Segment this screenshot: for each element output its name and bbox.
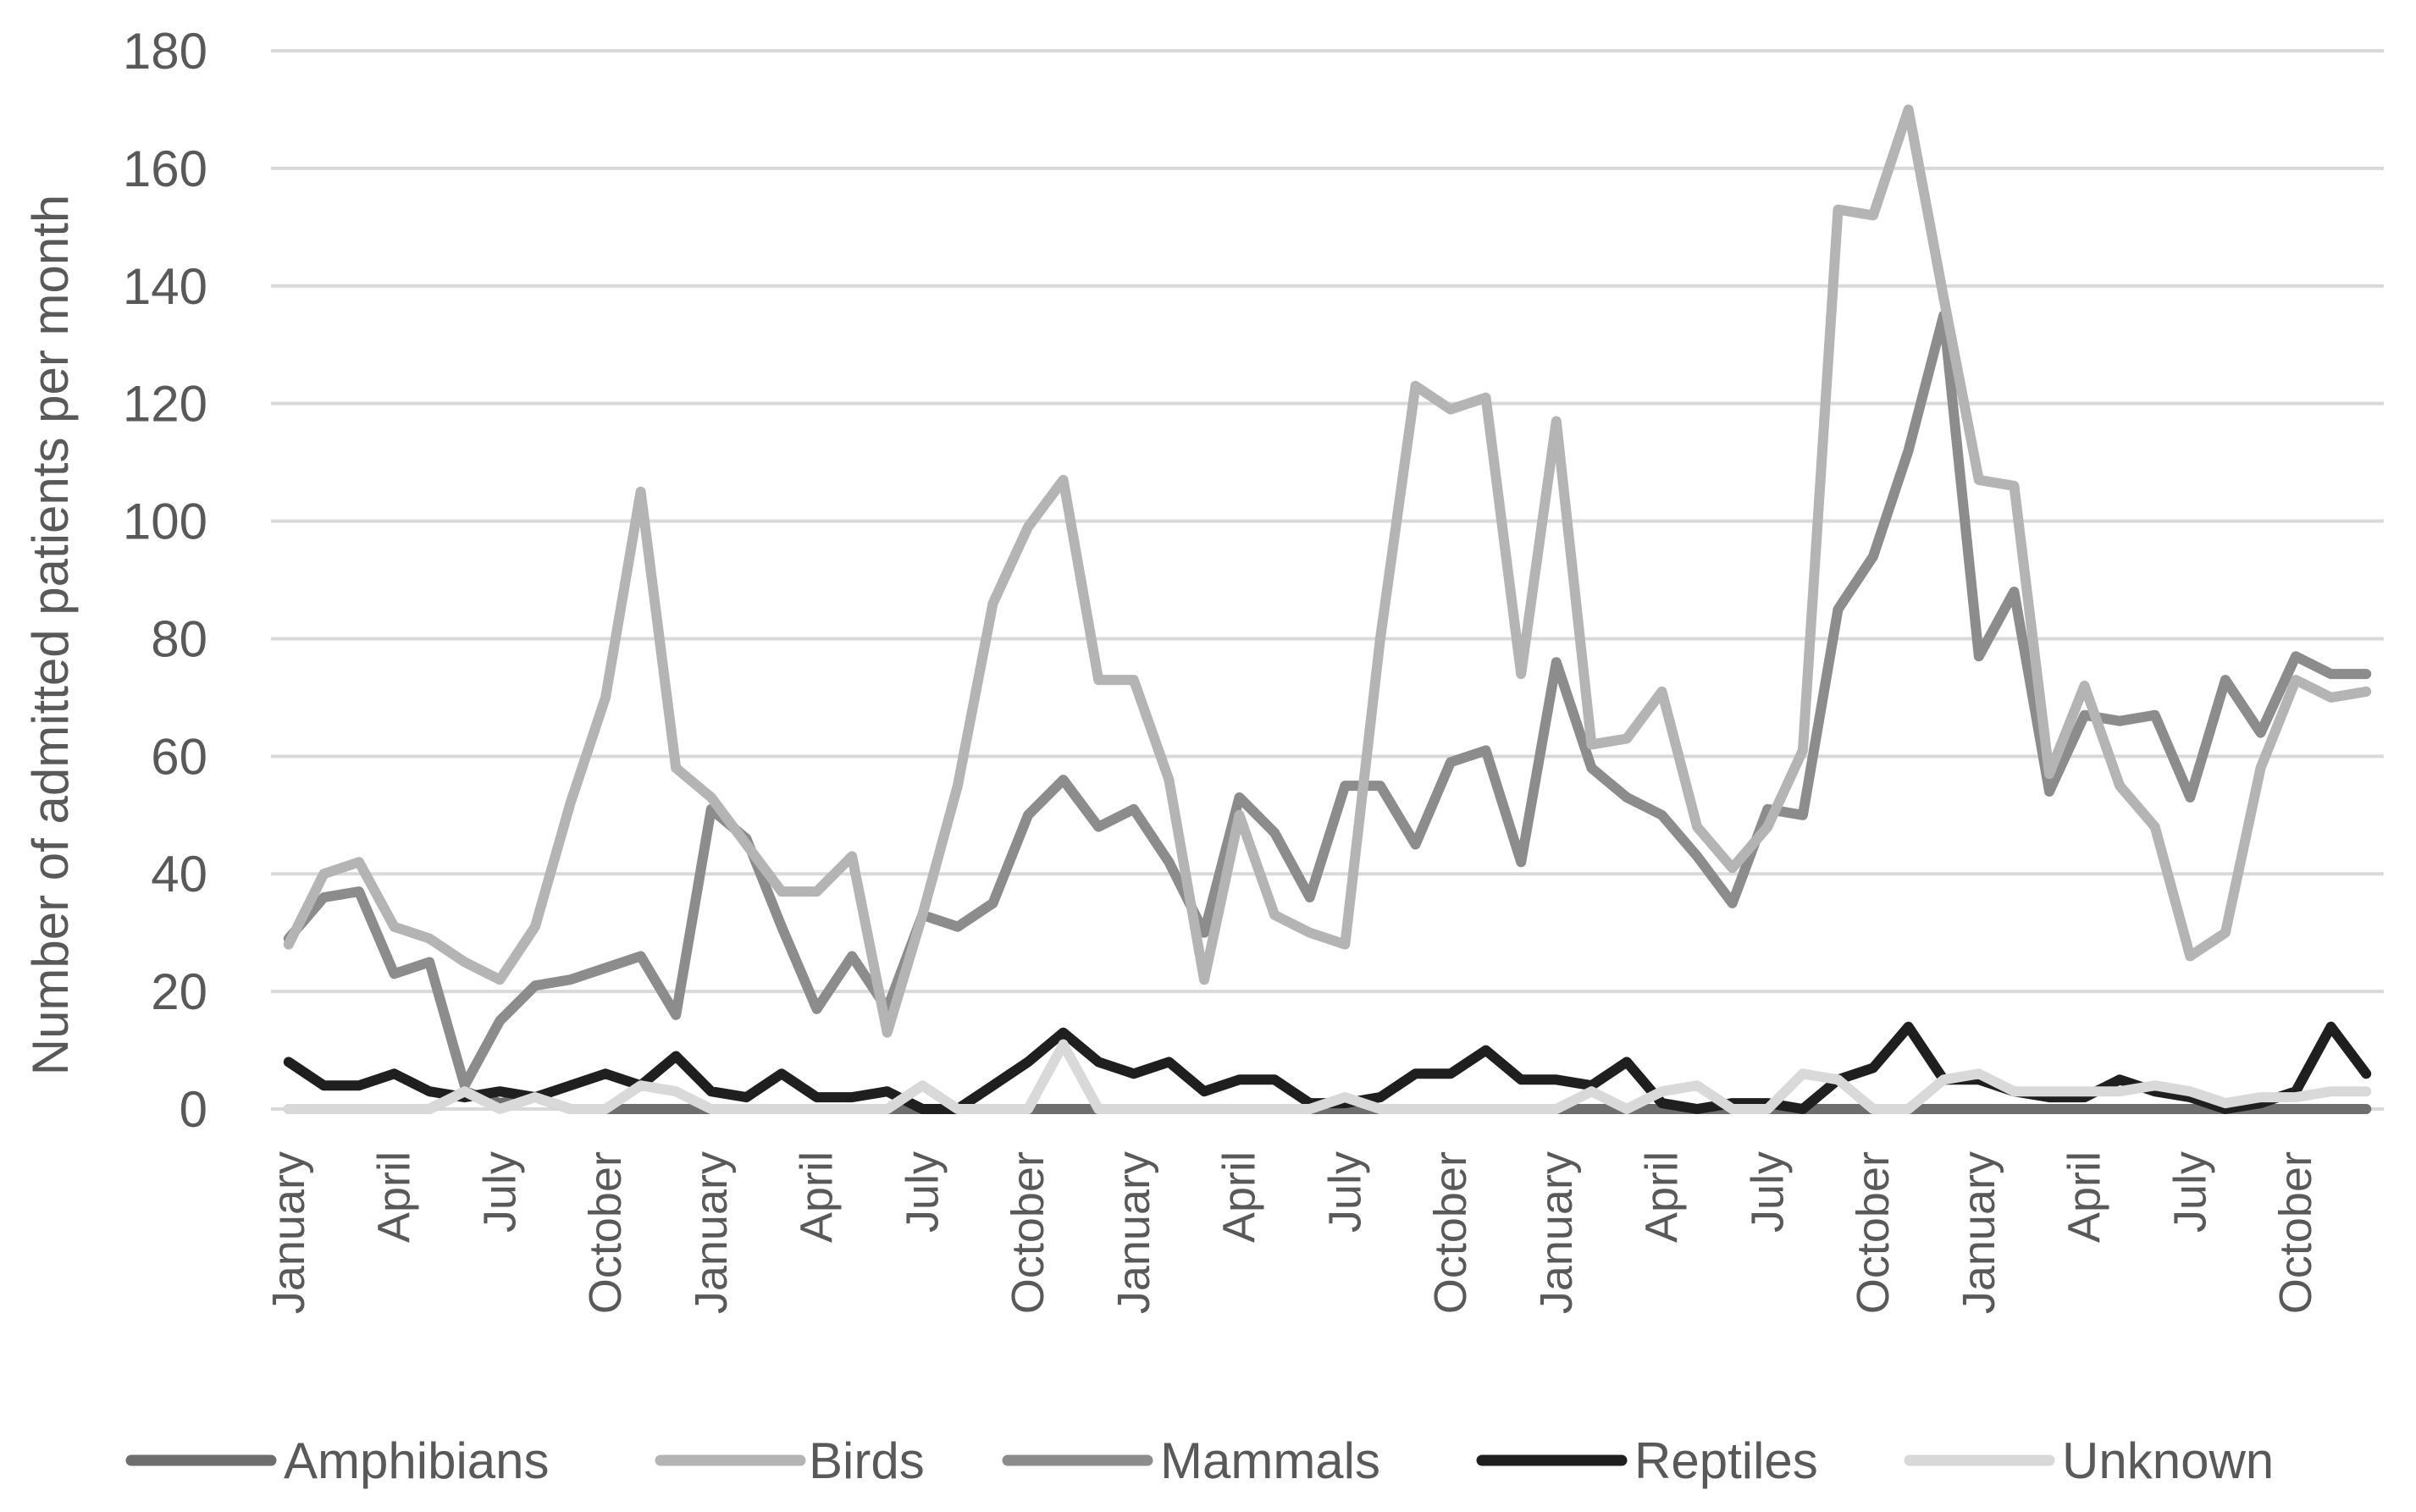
- series-line-reptiles: [283, 1021, 2372, 1114]
- legend-label-birds: Birds: [809, 1432, 925, 1489]
- x-tick-label: July: [474, 1151, 525, 1233]
- x-tick-label: July: [2164, 1151, 2215, 1233]
- x-tick-label: April: [1637, 1151, 1688, 1243]
- x-tick-label: July: [1742, 1151, 1793, 1233]
- y-tick-label: 140: [123, 258, 207, 315]
- x-tick-label: January: [686, 1151, 737, 1314]
- x-tick-label: July: [1319, 1151, 1370, 1233]
- series-lines: [283, 104, 2372, 1114]
- series-line-birds: [283, 104, 2372, 1038]
- x-tick-label: January: [1531, 1151, 1582, 1314]
- legend-label-unknown: Unknown: [2062, 1432, 2274, 1489]
- legend-label-reptiles: Reptiles: [1634, 1432, 1818, 1489]
- y-tick-label: 160: [123, 141, 207, 197]
- legend-label-mammals: Mammals: [1160, 1432, 1380, 1489]
- x-axis-ticks: January April July October January April July O…: [263, 1151, 2321, 1314]
- y-tick-label: 0: [180, 1081, 207, 1138]
- series-line-amphibians: [283, 1086, 2372, 1114]
- x-tick-label: October: [2270, 1151, 2321, 1314]
- x-tick-label: January: [1108, 1151, 1159, 1314]
- y-tick-label: 120: [123, 376, 207, 433]
- x-tick-label: October: [580, 1151, 631, 1314]
- y-tick-label: 180: [123, 23, 207, 80]
- y-tick-label: 20: [151, 963, 207, 1020]
- x-tick-label: January: [263, 1151, 314, 1314]
- x-tick-label: April: [369, 1151, 420, 1243]
- x-tick-label: April: [792, 1151, 843, 1243]
- y-tick-label: 60: [151, 728, 207, 785]
- y-tick-label: 40: [151, 846, 207, 902]
- y-axis-ticks: 0 20 40 60 80 100 120 140 160 180: [123, 23, 207, 1138]
- y-tick-label: 80: [151, 610, 207, 667]
- x-tick-label: July: [897, 1151, 948, 1233]
- y-axis-title: Number of admitted patients per month: [22, 195, 79, 1076]
- x-tick-label: April: [2059, 1151, 2110, 1243]
- x-tick-label: October: [1848, 1151, 1899, 1314]
- legend-label-amphibians: Amphibians: [284, 1432, 550, 1489]
- series-line-unknown: [283, 1039, 2372, 1114]
- x-tick-label: October: [1425, 1151, 1476, 1314]
- x-tick-label: January: [1954, 1151, 2004, 1314]
- x-tick-label: October: [1003, 1151, 1053, 1314]
- gridlines: [271, 49, 2384, 1111]
- series-line-mammals: [283, 310, 2372, 1091]
- legend: Amphibians Birds Mammals Reptiles Unknown: [125, 1432, 2274, 1489]
- y-tick-label: 100: [123, 494, 207, 550]
- x-tick-label: April: [1214, 1151, 1265, 1243]
